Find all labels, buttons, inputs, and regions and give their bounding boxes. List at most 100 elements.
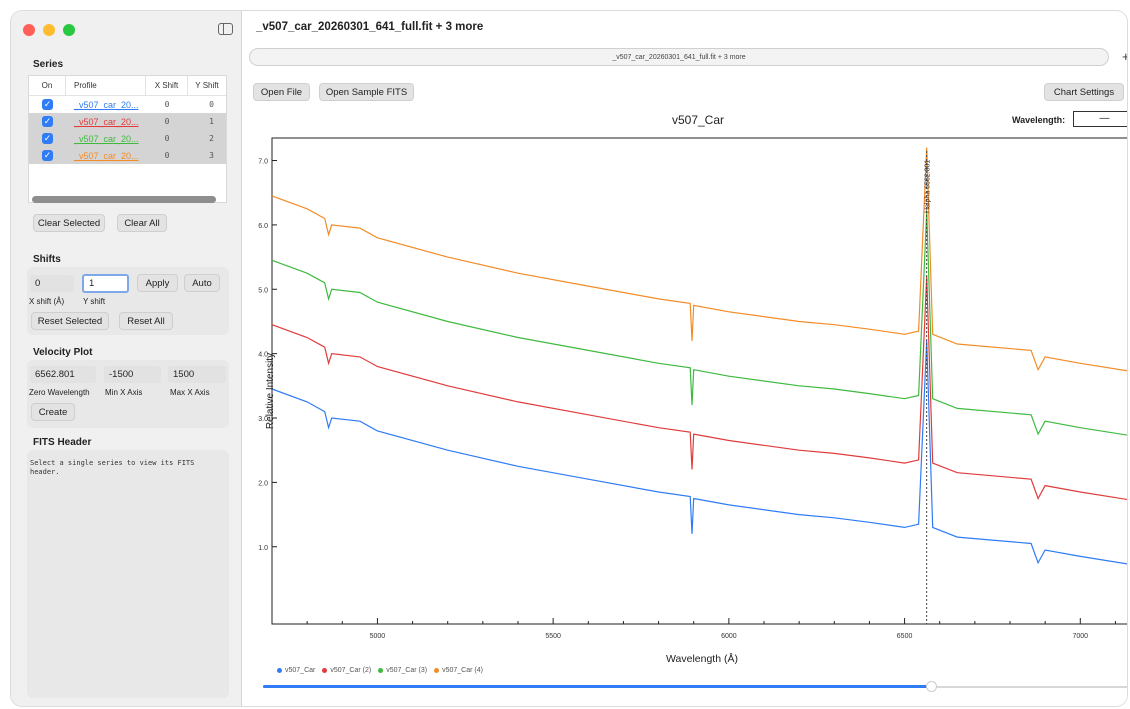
series-visible-checkbox[interactable]: ✓ (42, 150, 53, 161)
series-x-shift: 0 (164, 100, 170, 109)
add-tab-icon[interactable]: + (1122, 49, 1127, 64)
series-group (271, 147, 1127, 565)
x-tick-label: 5500 (545, 633, 561, 640)
series-line (271, 340, 1127, 565)
halpha-marker-label: Halpha 6562.801 (925, 160, 932, 213)
legend-label: v507_Car (4) (442, 667, 483, 674)
series-row[interactable]: ✓ _v507_car_20... 0 2 (29, 130, 226, 147)
fits-header-text: Select a single series to view its FITS … (27, 450, 229, 698)
app-window: Series On Profile X Shift Y Shift ✓ _v507… (10, 10, 1128, 707)
series-y-shift: 0 (209, 100, 214, 109)
wavelength-readout-value: — (1073, 111, 1127, 127)
y-tick-label: 7.0 (258, 159, 268, 166)
series-profile-name[interactable]: _v507_car_20... (74, 150, 139, 161)
y-shift-input[interactable]: 1 (82, 274, 129, 293)
x-shift-input[interactable]: 0 (30, 275, 74, 292)
y-tick-label: 6.0 (258, 223, 268, 230)
y-tick-label: 2.0 (258, 480, 268, 487)
legend-label: v507_Car (2) (330, 667, 372, 674)
minimize-window-button[interactable] (43, 24, 55, 36)
series-line (271, 211, 1127, 436)
series-row[interactable]: ✓ _v507_car_20... 0 0 (29, 96, 226, 113)
max-x-axis-label: Max X Axis (170, 388, 210, 397)
sidebar: Series On Profile X Shift Y Shift ✓ _v507… (11, 11, 242, 706)
series-profile-name[interactable]: _v507_car_20... (74, 99, 139, 110)
window-controls (23, 24, 75, 36)
column-header-y-shift[interactable]: Y Shift (195, 81, 219, 90)
wavelength-readout-label: Wavelength: (1012, 115, 1066, 125)
shifts-section-title: Shifts (33, 254, 61, 265)
min-x-axis-label: Min X Axis (105, 388, 143, 397)
min-x-axis-input[interactable]: -1500 (104, 366, 161, 383)
zero-wavelength-label: Zero Wavelength (29, 388, 90, 397)
document-tab[interactable]: _v507_car_20260301_641_full.fit + 3 more (249, 48, 1109, 66)
y-shift-label: Y shift (83, 297, 106, 306)
series-x-shift: 0 (164, 117, 170, 126)
reset-selected-button[interactable]: Reset Selected (31, 312, 109, 330)
zero-wavelength-input[interactable]: 6562.801 (30, 366, 96, 383)
plot-frame (271, 137, 1127, 625)
x-axis: 5000 5500 6000 6500 7000 (306, 618, 1116, 640)
series-table-scrollbar[interactable] (32, 196, 216, 203)
series-row[interactable]: ✓ _v507_car_20... 0 1 (29, 113, 226, 130)
series-visible-checkbox[interactable]: ✓ (42, 99, 53, 110)
sidebar-toggle-icon[interactable] (218, 23, 233, 35)
legend-item[interactable]: v507_Car (2) (322, 667, 371, 674)
y-tick-label: 4.0 (258, 352, 268, 359)
y-axis: 1.0 2.0 3.0 4.0 5.0 6.0 7.0 (258, 159, 277, 552)
x-axis-label: Wavelength (Å) (666, 652, 738, 665)
legend-label: v507_Car (3) (386, 667, 428, 674)
legend-color-dot (434, 667, 440, 673)
series-visible-checkbox[interactable]: ✓ (42, 116, 53, 127)
legend-color-dot (277, 667, 282, 673)
chart-title: v507_Car (671, 113, 725, 127)
series-profile-name[interactable]: _v507_car_20... (74, 133, 139, 144)
main-area: _v507_car_20260301_641_full.fit + 3 more… (243, 11, 1128, 707)
legend-color-dot (322, 667, 328, 673)
legend-item[interactable]: v507_Car (4) (434, 667, 483, 674)
series-line (271, 276, 1127, 501)
series-visible-checkbox[interactable]: ✓ (42, 133, 53, 144)
series-profile-name[interactable]: _v507_car_20... (74, 116, 139, 127)
series-rows: ✓ _v507_car_20... 0 0 ✓ _v507_car_20... 0 1 ✓ _v5… (29, 96, 226, 164)
series-table: On Profile X Shift Y Shift ✓ _v507_car_20… (28, 75, 227, 203)
series-x-shift: 0 (164, 134, 170, 143)
legend-item[interactable]: v507_Car (277, 667, 315, 674)
x-tick-label: 7000 (1072, 633, 1088, 640)
range-slider-knob[interactable] (926, 681, 937, 692)
column-header-profile[interactable]: Profile (66, 76, 146, 95)
y-tick-label: 3.0 (258, 416, 268, 423)
fits-header-section-title: FITS Header (33, 437, 92, 448)
legend-color-dot (378, 667, 384, 673)
reset-all-button[interactable]: Reset All (119, 312, 173, 330)
create-button[interactable]: Create (31, 403, 75, 421)
window-title: _v507_car_20260301_641_full.fit + 3 more (256, 21, 484, 33)
auto-button[interactable]: Auto (184, 274, 220, 292)
chart-settings-button[interactable]: Chart Settings (1044, 83, 1124, 101)
clear-selected-button[interactable]: Clear Selected (33, 214, 105, 232)
series-y-shift: 3 (209, 151, 214, 160)
open-sample-fits-button[interactable]: Open Sample FITS (319, 83, 414, 101)
clear-all-button[interactable]: Clear All (117, 214, 167, 232)
series-section-title: Series (33, 59, 64, 70)
legend-label: v507_Car (285, 667, 316, 674)
column-header-x-shift[interactable]: X Shift (146, 76, 188, 95)
series-table-header: On Profile X Shift Y Shift (29, 76, 226, 96)
legend-item[interactable]: v507_Car (3) (378, 667, 427, 674)
max-x-axis-input[interactable]: 1500 (168, 366, 226, 383)
column-header-on[interactable]: On (29, 76, 66, 95)
y-tick-label: 5.0 (258, 287, 268, 294)
x-shift-label: X shift (Å) (29, 297, 65, 306)
x-tick-label: 5000 (370, 633, 386, 640)
close-window-button[interactable] (23, 24, 35, 36)
series-row[interactable]: ✓ _v507_car_20... 0 3 (29, 147, 226, 164)
range-slider-fill (263, 685, 931, 688)
series-y-shift: 1 (209, 117, 214, 126)
velocity-section-title: Velocity Plot (33, 347, 93, 358)
zoom-window-button[interactable] (63, 24, 75, 36)
apply-button[interactable]: Apply (137, 274, 178, 292)
spectrum-chart[interactable]: 1.0 2.0 3.0 4.0 5.0 6.0 7.0 5000 5500 6000 6500 70… (243, 11, 1128, 707)
y-axis-label: Relative Intensity (265, 353, 276, 429)
open-file-button[interactable]: Open File (253, 83, 310, 101)
series-line (271, 147, 1127, 372)
